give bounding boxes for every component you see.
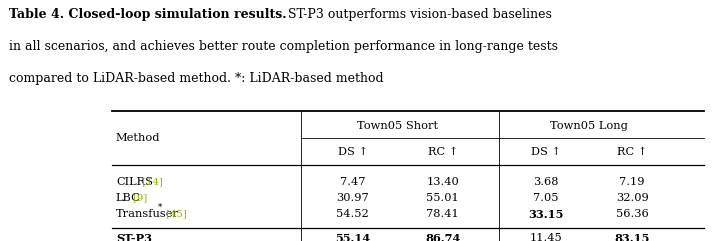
Text: 7.47: 7.47 — [340, 177, 366, 187]
Text: 11.45: 11.45 — [529, 233, 562, 241]
Text: [45]: [45] — [163, 209, 187, 219]
Text: ST-P3: ST-P3 — [116, 233, 152, 241]
Text: 55.01: 55.01 — [426, 193, 459, 203]
Text: 13.40: 13.40 — [426, 177, 459, 187]
Text: ST-P3 outperforms vision-based baselines: ST-P3 outperforms vision-based baselines — [284, 8, 552, 21]
Point — [297, 137, 305, 140]
Text: 7.05: 7.05 — [533, 193, 559, 203]
Text: 33.15: 33.15 — [528, 208, 564, 220]
Text: 78.41: 78.41 — [426, 209, 459, 219]
Point — [700, 137, 708, 140]
Text: Table 4. Closed-loop simulation results.: Table 4. Closed-loop simulation results. — [9, 8, 287, 21]
Text: 86.74: 86.74 — [425, 233, 461, 241]
Text: [9]: [9] — [130, 193, 148, 202]
Text: 7.19: 7.19 — [619, 177, 645, 187]
Text: 32.09: 32.09 — [616, 193, 649, 203]
Text: LBC: LBC — [116, 193, 140, 203]
Text: 56.36: 56.36 — [616, 209, 649, 219]
Text: CILRS: CILRS — [116, 177, 153, 187]
Text: DS ↑: DS ↑ — [338, 147, 368, 157]
Text: Method: Method — [116, 134, 161, 143]
Text: *: * — [158, 203, 162, 212]
Text: in all scenarios, and achieves better route completion performance in long-range: in all scenarios, and achieves better ro… — [9, 40, 559, 53]
Text: 83.15: 83.15 — [614, 233, 650, 241]
Text: Town05 Long: Town05 Long — [550, 121, 628, 131]
Text: compared to LiDAR-based method. *: LiDAR-based method: compared to LiDAR-based method. *: LiDAR… — [9, 72, 384, 85]
Text: Town05 Short: Town05 Short — [357, 121, 438, 131]
Text: [14]: [14] — [139, 177, 163, 186]
Text: RC ↑: RC ↑ — [617, 147, 647, 157]
Text: 30.97: 30.97 — [336, 193, 369, 203]
Text: RC ↑: RC ↑ — [428, 147, 458, 157]
Text: Transfuser: Transfuser — [116, 209, 179, 219]
Text: 55.14: 55.14 — [336, 233, 370, 241]
Text: 3.68: 3.68 — [533, 177, 559, 187]
Text: DS ↑: DS ↑ — [531, 147, 561, 157]
Text: 54.52: 54.52 — [336, 209, 369, 219]
